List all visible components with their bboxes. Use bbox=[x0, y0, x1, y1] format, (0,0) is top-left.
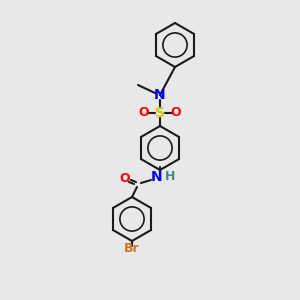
Text: Br: Br bbox=[124, 242, 140, 256]
Text: S: S bbox=[155, 106, 165, 120]
Text: H: H bbox=[165, 170, 175, 184]
Text: O: O bbox=[171, 106, 181, 119]
Text: N: N bbox=[154, 88, 166, 102]
Text: O: O bbox=[120, 172, 130, 185]
Text: O: O bbox=[139, 106, 149, 119]
Text: N: N bbox=[151, 170, 163, 184]
